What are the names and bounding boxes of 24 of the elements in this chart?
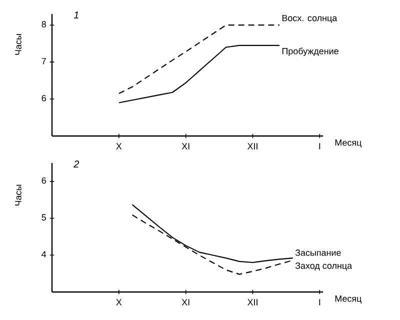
x-tick-label: XII bbox=[247, 299, 258, 306]
chart-title: 2 bbox=[74, 160, 80, 168]
y-tick-label: 8 bbox=[42, 21, 46, 28]
y-axis-title: Часы bbox=[15, 184, 22, 206]
y-tick-label: 6 bbox=[42, 94, 46, 102]
x-tick-label: XI bbox=[182, 299, 190, 306]
x-tick-label: XII bbox=[247, 143, 258, 150]
series-label: Засыпание bbox=[295, 250, 341, 256]
x-tick-label: I bbox=[319, 143, 320, 150]
y-axis-title: Часы bbox=[15, 34, 22, 55]
y-tick-label: 5 bbox=[42, 214, 46, 221]
x-axis-title: Месяц bbox=[335, 140, 362, 148]
x-tick-label: XI bbox=[182, 143, 190, 150]
y-tick-label: 6 bbox=[42, 177, 46, 184]
x-tick-label: X bbox=[116, 299, 122, 306]
x-axis-title: Месяц bbox=[335, 296, 362, 304]
x-tick-label: X bbox=[116, 143, 122, 150]
y-tick-label: 7 bbox=[42, 58, 46, 64]
x-tick-label: I bbox=[319, 299, 320, 306]
y-tick-label: 4 bbox=[42, 251, 46, 258]
series-label: Заход солнца bbox=[295, 262, 352, 271]
series-label: Пробуждение bbox=[282, 48, 338, 56]
series-label: Восх. солнца bbox=[282, 14, 338, 23]
chart-title: 1 bbox=[74, 12, 78, 18]
